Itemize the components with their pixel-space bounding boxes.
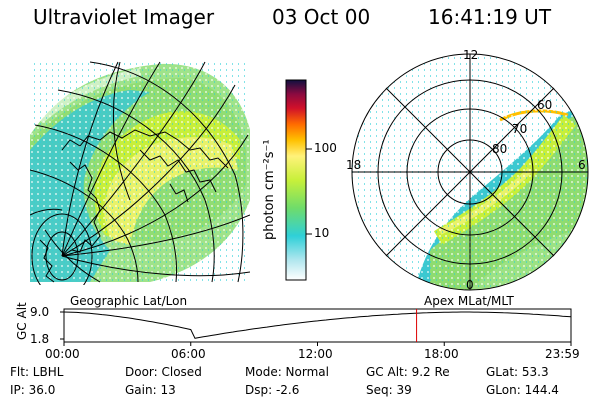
glon-info: GLon: 144.4 bbox=[486, 383, 559, 397]
ip-info: IP: 36.0 bbox=[10, 383, 56, 397]
geographic-image bbox=[30, 60, 250, 285]
timeline-x-tick-2359: 23:59 bbox=[545, 347, 580, 361]
timeline-x-tick-0000: 00:00 bbox=[45, 347, 80, 361]
orbit-timeline bbox=[60, 308, 572, 346]
timeline-y-label: GC Alt bbox=[15, 302, 29, 340]
time-label: 16:41:19 UT bbox=[428, 5, 552, 29]
mlat-label-80: 80 bbox=[492, 142, 508, 156]
gc-alt-info: GC Alt: 9.2 Re bbox=[366, 365, 450, 379]
gain-info: Gain: 13 bbox=[125, 383, 176, 397]
mlat-label-70: 70 bbox=[512, 122, 528, 136]
mode-info: Mode: Normal bbox=[245, 365, 329, 379]
mlat-label-60: 60 bbox=[537, 98, 553, 112]
timeline-x-tick-0600: 06:00 bbox=[171, 347, 206, 361]
apex-caption: Apex MLat/MLT bbox=[424, 294, 514, 308]
polar-image bbox=[351, 53, 589, 291]
mlt-label-12: 12 bbox=[463, 48, 479, 62]
geographic-caption: Geographic Lat/Lon bbox=[70, 294, 188, 308]
timeline-y-tick-max: 9.0 bbox=[30, 305, 50, 319]
date-label: 03 Oct 00 bbox=[272, 5, 371, 29]
colorbar-tick-100: 100 bbox=[314, 141, 337, 155]
mlt-label-18: 18 bbox=[346, 158, 362, 172]
gc-alt-curve bbox=[63, 311, 572, 339]
imager-title: Ultraviolet Imager bbox=[33, 5, 215, 29]
colorbar-tick-10: 10 bbox=[314, 226, 330, 240]
mlt-label-0: 0 bbox=[466, 278, 474, 292]
mlt-label-6: 6 bbox=[578, 158, 586, 172]
timeline-x-tick-1800: 18:00 bbox=[424, 347, 459, 361]
colorbar-unit-label: photon cm⁻²s⁻¹ bbox=[262, 139, 277, 240]
filter-info: Flt: LBHL bbox=[10, 365, 64, 379]
door-info: Door: Closed bbox=[125, 365, 202, 379]
timeline-x-tick-1200: 12:00 bbox=[298, 347, 333, 361]
colorbar bbox=[285, 79, 312, 281]
timeline-y-tick-min: 1.8 bbox=[30, 332, 50, 346]
seq-info: Seq: 39 bbox=[366, 383, 412, 397]
dsp-info: Dsp: -2.6 bbox=[245, 383, 300, 397]
glat-info: GLat: 53.3 bbox=[486, 365, 549, 379]
